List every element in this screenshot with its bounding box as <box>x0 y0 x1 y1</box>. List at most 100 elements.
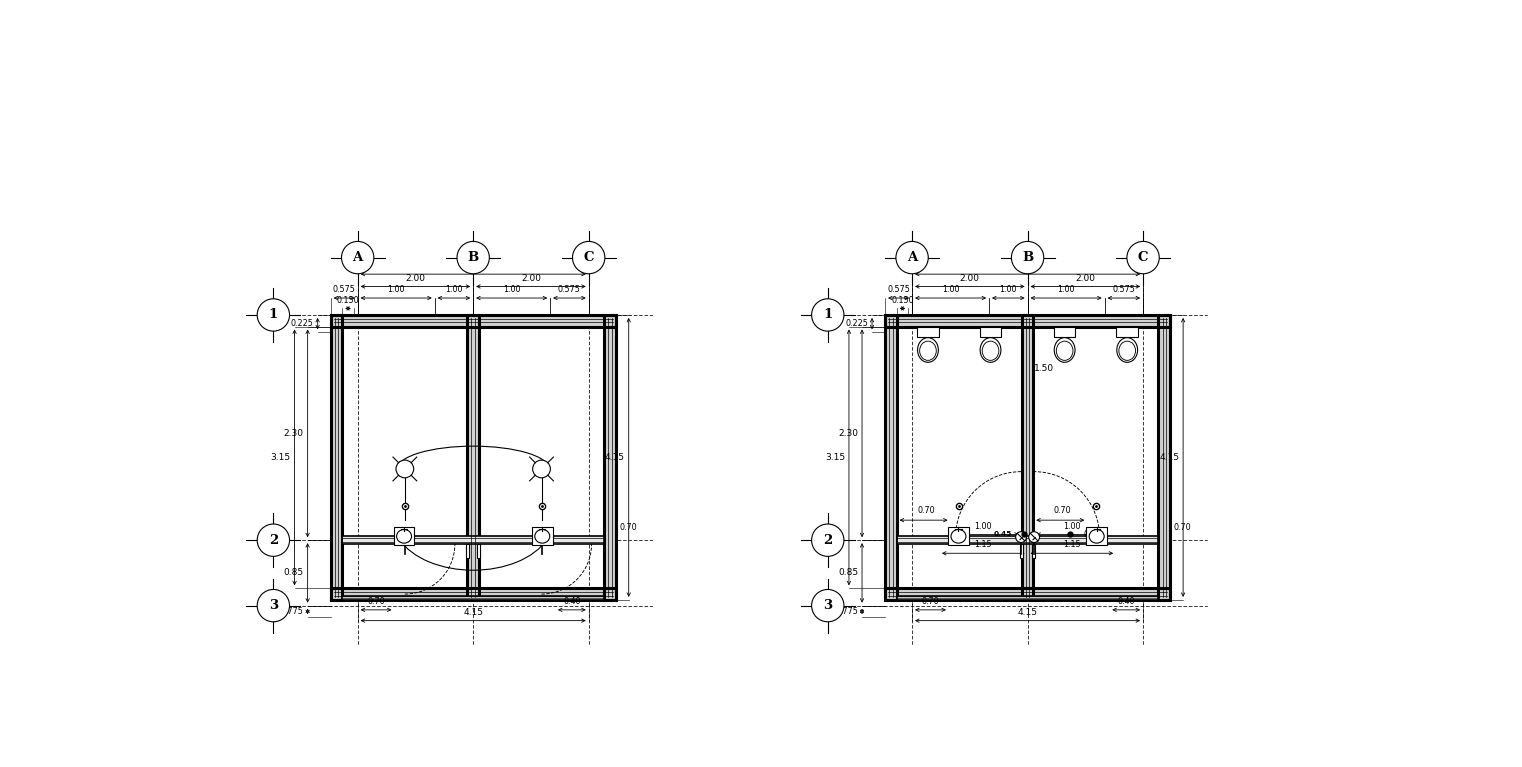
Circle shape <box>396 460 414 478</box>
Text: 1.00: 1.00 <box>1000 285 1017 295</box>
Bar <box>1020 544 1023 558</box>
Ellipse shape <box>534 529 549 543</box>
Text: 2: 2 <box>823 534 833 547</box>
Text: B: B <box>467 251 479 264</box>
Bar <box>478 544 481 558</box>
Text: 4.15: 4.15 <box>463 607 482 617</box>
Bar <box>604 315 615 600</box>
Circle shape <box>1015 532 1026 542</box>
Circle shape <box>896 242 928 274</box>
Text: 0.70: 0.70 <box>1053 506 1071 515</box>
Text: 0.575: 0.575 <box>887 285 910 295</box>
Text: 0.575: 0.575 <box>559 285 581 295</box>
Bar <box>918 327 939 337</box>
Text: 0.225: 0.225 <box>845 319 868 328</box>
Text: 0.150: 0.150 <box>336 295 359 304</box>
Circle shape <box>1012 242 1044 274</box>
Text: 2.30: 2.30 <box>839 429 858 438</box>
Bar <box>1021 315 1033 600</box>
Text: 1.00: 1.00 <box>502 285 521 295</box>
Circle shape <box>811 590 843 622</box>
Circle shape <box>257 590 289 622</box>
Bar <box>394 527 414 545</box>
Text: 0.70: 0.70 <box>922 597 939 606</box>
Text: 2: 2 <box>269 534 279 547</box>
Text: 1.00: 1.00 <box>388 285 405 295</box>
Bar <box>531 527 552 545</box>
Ellipse shape <box>918 337 939 362</box>
Text: 0.775: 0.775 <box>836 607 858 616</box>
Bar <box>330 588 615 600</box>
Circle shape <box>811 524 843 556</box>
Bar <box>886 315 1170 327</box>
Bar <box>604 315 615 600</box>
Bar <box>886 315 896 600</box>
Text: 0.60: 0.60 <box>1084 529 1100 538</box>
Ellipse shape <box>397 529 411 543</box>
Text: 1.00: 1.00 <box>974 522 992 531</box>
Text: 4.00: 4.00 <box>463 262 482 270</box>
Text: 1: 1 <box>823 308 833 321</box>
Circle shape <box>257 299 289 331</box>
Text: 0.85: 0.85 <box>283 568 304 578</box>
Bar <box>886 315 1170 327</box>
Text: 3.15: 3.15 <box>271 453 291 462</box>
Ellipse shape <box>980 337 1001 362</box>
Bar <box>467 315 479 600</box>
Circle shape <box>572 242 604 274</box>
Circle shape <box>341 242 374 274</box>
Text: 3: 3 <box>823 599 833 612</box>
Bar <box>896 536 1158 544</box>
Circle shape <box>257 524 289 556</box>
Text: A: A <box>353 251 362 264</box>
Text: 4.15: 4.15 <box>1160 453 1180 462</box>
Text: 1.15: 1.15 <box>974 541 992 549</box>
Text: 1.00: 1.00 <box>444 285 463 295</box>
Bar <box>1053 327 1076 337</box>
Circle shape <box>533 460 551 478</box>
Bar <box>330 588 615 600</box>
Text: 3.15: 3.15 <box>825 453 845 462</box>
Bar <box>948 527 970 545</box>
Bar <box>330 315 615 327</box>
Text: 1.00: 1.00 <box>942 285 959 295</box>
Bar <box>330 315 342 600</box>
Bar <box>342 536 604 544</box>
Bar <box>1117 327 1138 337</box>
Text: 0.40: 0.40 <box>563 597 580 606</box>
Circle shape <box>1029 532 1040 542</box>
Bar <box>980 327 1001 337</box>
Ellipse shape <box>1117 337 1137 362</box>
Bar <box>467 315 479 600</box>
Bar <box>330 315 342 600</box>
Bar <box>1021 315 1033 600</box>
Text: 4.15: 4.15 <box>1018 607 1038 617</box>
Text: C: C <box>583 251 594 264</box>
Text: 0.85: 0.85 <box>839 568 858 578</box>
Text: 1: 1 <box>269 308 279 321</box>
Ellipse shape <box>1055 337 1075 362</box>
Circle shape <box>1126 242 1160 274</box>
Bar <box>342 596 604 601</box>
Bar <box>330 315 615 327</box>
Text: 2.00: 2.00 <box>960 274 980 282</box>
Text: 0.70: 0.70 <box>619 522 638 532</box>
Text: 3: 3 <box>269 599 279 612</box>
Text: 2.00: 2.00 <box>521 274 540 282</box>
Text: 0.40: 0.40 <box>1117 597 1135 606</box>
Text: 0.575: 0.575 <box>1113 285 1135 295</box>
Text: 1.00: 1.00 <box>1062 522 1081 531</box>
Text: A: A <box>907 251 918 264</box>
Bar <box>466 544 469 558</box>
Text: 0.225: 0.225 <box>291 319 314 328</box>
Bar <box>1158 315 1170 600</box>
Circle shape <box>811 299 843 331</box>
Text: 1.50: 1.50 <box>1033 364 1053 374</box>
Bar <box>342 536 604 544</box>
Circle shape <box>399 532 411 543</box>
Text: 1.15: 1.15 <box>1062 541 1081 549</box>
Bar <box>886 588 1170 600</box>
Text: 1.00: 1.00 <box>1058 285 1075 295</box>
Text: B: B <box>1021 251 1033 264</box>
Text: 2.00: 2.00 <box>1076 274 1096 282</box>
